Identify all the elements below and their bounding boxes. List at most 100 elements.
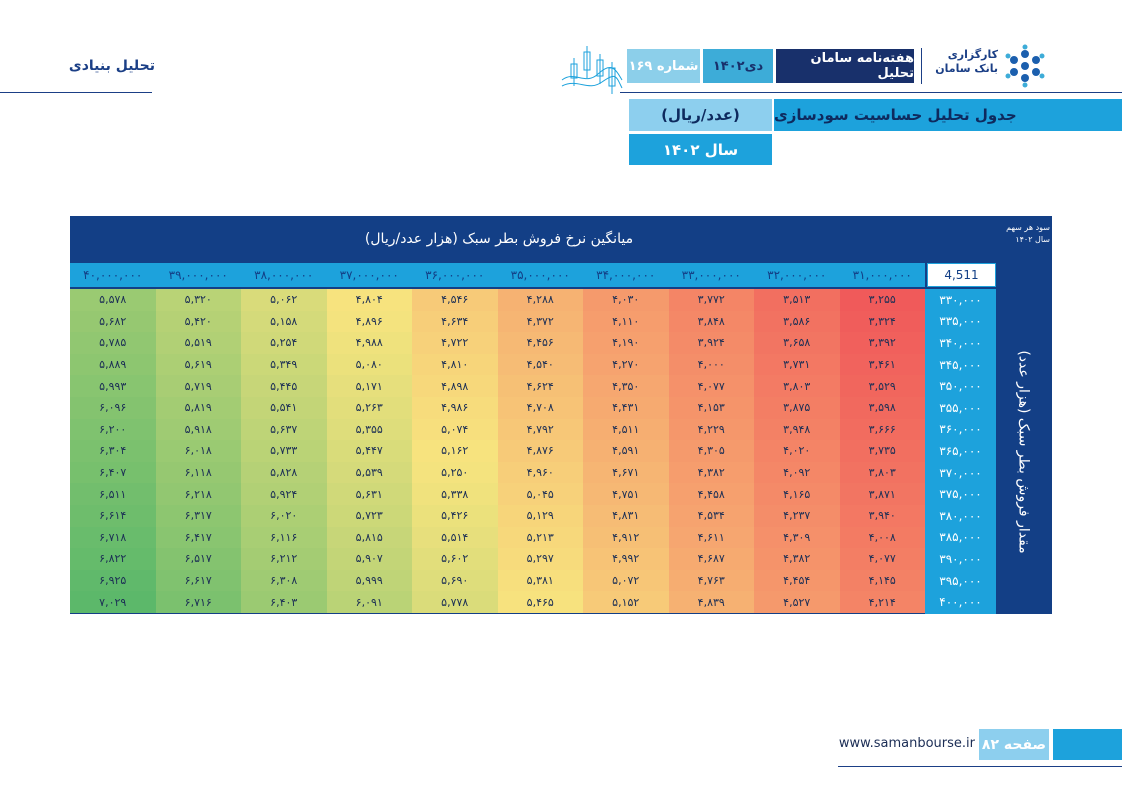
table-cell: ۴,۵۹۱ [583, 440, 669, 462]
table-cell: ۶,۳۰۸ [241, 569, 327, 592]
sensitivity-grid: ۳,۲۵۵ ۳,۵۱۳ ۳,۷۷۲ ۴,۰۳۰ ۴,۲۸۸ ۴,۵۴۶ ۴,۸۰۴ ۵,۰۶۲… [70, 289, 925, 614]
table-cell: ۶,۱۱۸ [155, 461, 241, 484]
table-cell: ۳,۵۲۹ [839, 375, 925, 397]
price-header-cell: ۳۱,۰۰۰,۰۰۰ [852, 268, 912, 282]
price-header-cell: ۳۷,۰۰۰,۰۰۰ [339, 268, 399, 282]
table-cell: ۴,۲۷۰ [583, 353, 669, 376]
table-cell: ۵,۴۴۵ [241, 375, 327, 397]
table-cell: ۶,۵۱۱ [70, 483, 156, 505]
table-cell: ۶,۴۰۳ [241, 591, 327, 613]
table-row: ۳,۳۹۲ ۳,۶۵۸ ۳,۹۲۴ ۴,۱۹۰ ۴,۴۵۶ ۴,۷۲۲ ۴,۹۸۸ ۵,۲۵۴… [70, 332, 925, 354]
sales-header-cell: ۳۴۵,۰۰۰ [939, 357, 982, 372]
table-row: ۳,۳۲۴ ۳,۵۸۶ ۳,۸۴۸ ۴,۱۱۰ ۴,۳۷۲ ۴,۶۳۴ ۴,۸۹۶ ۵,۱۵۸… [70, 310, 925, 333]
table-cell: ۳,۹۴۰ [839, 504, 925, 527]
table-cell: ۴,۴۵۴ [754, 569, 840, 592]
page-number: صفحه ۸۲ [979, 729, 1049, 760]
footer-divider [838, 766, 1122, 767]
table-cell: ۳,۸۷۵ [754, 396, 840, 419]
table-cell: ۶,۴۱۷ [155, 526, 241, 549]
table-cell: ۵,۰۷۲ [583, 569, 669, 592]
section-divider [0, 92, 152, 93]
table-cell: ۵,۵۱۹ [155, 332, 241, 354]
table-cell: ۴,۸۰۴ [326, 289, 412, 311]
table-cell: ۶,۰۲۰ [241, 504, 327, 527]
table-cell: ۵,۶۳۷ [241, 418, 327, 441]
table-row: ۳,۷۳۵ ۴,۰۲۰ ۴,۳۰۵ ۴,۵۹۱ ۴,۸۷۶ ۵,۱۶۲ ۵,۴۴۷ ۵,۷۳۳… [70, 440, 925, 462]
table-row: ۴,۰۰۸ ۴,۳۰۹ ۴,۶۱۱ ۴,۹۱۲ ۵,۲۱۳ ۵,۵۱۴ ۵,۸۱۵ ۶,۱۱۶… [70, 526, 925, 549]
table-cell: ۵,۸۸۹ [70, 353, 156, 376]
table-cell: ۶,۲۱۸ [155, 483, 241, 505]
publication-name-badge: هفته‌نامه سامان تحلیل [776, 49, 914, 83]
table-cell: ۴,۶۳۴ [412, 310, 498, 333]
table-cell: ۴,۵۲۷ [754, 591, 840, 613]
table-cell: ۵,۶۹۰ [412, 569, 498, 592]
table-cell: ۴,۱۵۳ [668, 396, 754, 419]
table-cell: ۴,۱۱۰ [583, 310, 669, 333]
sales-header-cell: ۳۷۰,۰۰۰ [939, 465, 982, 480]
sales-header-cell: ۳۸۵,۰۰۰ [939, 530, 982, 545]
table-cell: ۵,۳۸۱ [497, 569, 583, 592]
table-row: ۴,۰۷۷ ۴,۳۸۲ ۴,۶۸۷ ۴,۹۹۲ ۵,۲۹۷ ۵,۶۰۲ ۵,۹۰۷ ۶,۲۱۲… [70, 548, 925, 570]
table-cell: ۴,۶۱۱ [668, 526, 754, 549]
table-cell: ۵,۴۴۷ [326, 440, 412, 462]
table-cell: ۵,۶۱۹ [155, 353, 241, 376]
table-cell: ۳,۸۰۳ [839, 461, 925, 484]
table-cell: ۵,۷۸۵ [70, 332, 156, 354]
table-cell: ۵,۱۶۲ [412, 440, 498, 462]
table-cell: ۴,۰۰۸ [839, 526, 925, 549]
sales-header-cell: ۳۵۵,۰۰۰ [939, 400, 982, 415]
sales-header-cell: ۳۳۵,۰۰۰ [939, 314, 982, 329]
table-cell: ۶,۷۱۸ [70, 526, 156, 549]
website-url[interactable]: www.samanbourse.ir [838, 736, 975, 751]
table-cell: ۶,۱۱۶ [241, 526, 327, 549]
table-cell: ۵,۵۳۹ [326, 461, 412, 484]
table-cell: ۴,۹۸۸ [326, 332, 412, 354]
table-unit: (عدد/ریال) [629, 99, 772, 131]
table-cell: ۴,۴۵۸ [668, 483, 754, 505]
table-cell: ۳,۶۵۸ [754, 332, 840, 354]
sales-header-cell: ۳۹۰,۰۰۰ [939, 551, 982, 566]
brand-name: کارگزاری بانک سامان [928, 48, 998, 76]
table-year: سال ۱۴۰۲ [629, 134, 772, 165]
table-cell: ۴,۷۰۸ [497, 396, 583, 419]
table-cell: ۶,۰۹۱ [326, 591, 412, 613]
table-cell: ۵,۲۹۷ [497, 548, 583, 570]
table-cell: ۳,۹۲۴ [668, 332, 754, 354]
table-cell: ۵,۷۲۳ [326, 504, 412, 527]
table-cell: ۴,۳۸۲ [754, 548, 840, 570]
price-header-cell: ۴۰,۰۰۰,۰۰۰ [83, 268, 143, 282]
table-cell: ۵,۵۷۸ [70, 289, 156, 311]
sales-header-cell: ۳۷۵,۰۰۰ [939, 487, 982, 502]
eps-label-line-1: سود هر سهم [1006, 223, 1050, 232]
table-cell: ۴,۳۰۹ [754, 526, 840, 549]
table-cell: ۴,۳۵۰ [583, 375, 669, 397]
table-cell: ۳,۶۶۶ [839, 418, 925, 441]
table-cell: ۶,۵۱۷ [155, 548, 241, 570]
table-cell: ۵,۹۹۹ [326, 569, 412, 592]
publication-month-badge: دی۱۴۰۲ [703, 49, 773, 83]
table-cell: ۴,۰۷۷ [839, 548, 925, 570]
table-row: ۳,۶۶۶ ۳,۹۴۸ ۴,۲۲۹ ۴,۵۱۱ ۴,۷۹۲ ۵,۰۷۴ ۵,۳۵۵ ۵,۶۳۷… [70, 418, 925, 441]
table-cell: ۵,۷۷۸ [412, 591, 498, 613]
table-cell: ۶,۹۲۵ [70, 569, 156, 592]
table-cell: ۴,۵۴۰ [497, 353, 583, 376]
table-cell: ۴,۸۷۶ [497, 440, 583, 462]
table-cell: ۵,۳۳۸ [412, 483, 498, 505]
price-header-cell: ۳۹,۰۰۰,۰۰۰ [168, 268, 228, 282]
table-cell: ۶,۶۱۷ [155, 569, 241, 592]
table-cell: ۶,۶۱۴ [70, 504, 156, 527]
table-cell: ۳,۵۹۸ [839, 396, 925, 419]
table-cell: ۳,۳۲۴ [839, 310, 925, 333]
table-cell: ۵,۵۱۴ [412, 526, 498, 549]
footer-accent-bar [1053, 729, 1122, 760]
table-cell: ۴,۰۹۲ [754, 461, 840, 484]
table-cell: ۵,۸۱۵ [326, 526, 412, 549]
table-cell: ۳,۴۶۱ [839, 353, 925, 376]
sales-axis-heading-text: مقدار فروش بطر سبک (هزار عدد) [1016, 349, 1032, 554]
price-header-cell: ۳۴,۰۰۰,۰۰۰ [596, 268, 656, 282]
table-cell: ۴,۳۸۲ [668, 461, 754, 484]
table-cell: ۵,۰۷۴ [412, 418, 498, 441]
table-cell: ۴,۸۱۰ [412, 353, 498, 376]
table-cell: ۳,۳۹۲ [839, 332, 925, 354]
table-cell: ۴,۵۳۴ [668, 504, 754, 527]
